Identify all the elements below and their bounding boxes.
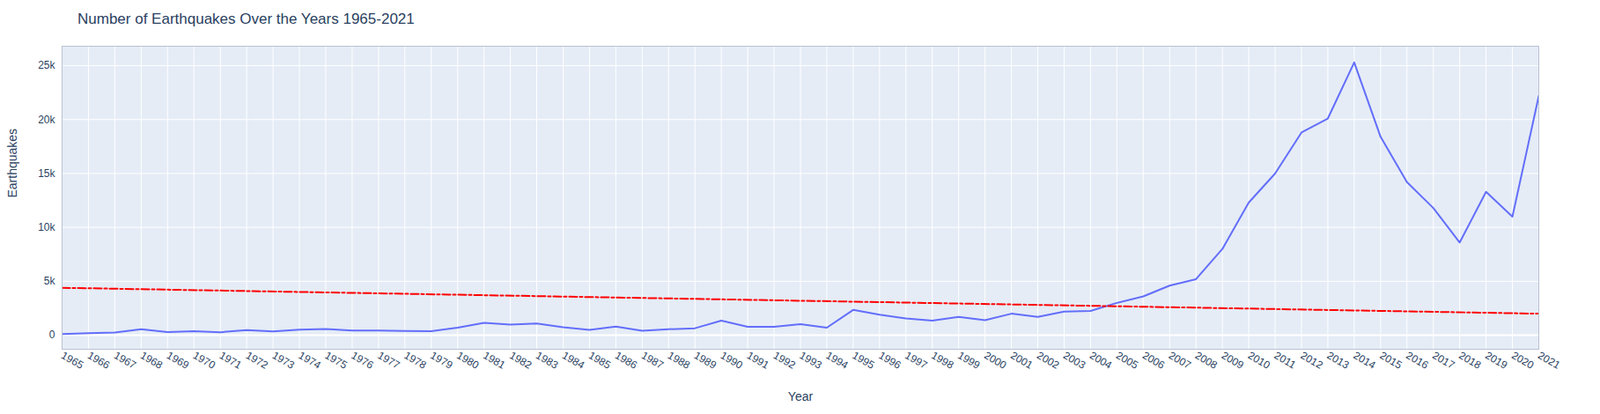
svg-text:1980: 1980 <box>454 348 481 372</box>
svg-text:1974: 1974 <box>296 348 324 372</box>
svg-text:2016: 2016 <box>1403 348 1431 372</box>
svg-text:0: 0 <box>49 328 56 341</box>
svg-text:2000: 2000 <box>981 348 1009 372</box>
svg-text:2002: 2002 <box>1034 348 1062 372</box>
svg-text:Year: Year <box>788 389 814 404</box>
svg-text:1998: 1998 <box>929 348 956 372</box>
svg-text:1979: 1979 <box>427 348 455 372</box>
html-text:Number of Earthquakes Over the: Number of Earthquakes Over the Years 196… <box>77 10 415 28</box>
svg-text:1977: 1977 <box>375 348 402 372</box>
svg-text:2021: 2021 <box>1535 348 1563 372</box>
svg-text:1976: 1976 <box>348 348 376 372</box>
svg-text:1965: 1965 <box>58 348 86 372</box>
svg-text:1986: 1986 <box>612 348 640 372</box>
svg-text:5k: 5k <box>44 274 57 288</box>
svg-text:2014: 2014 <box>1350 348 1378 372</box>
svg-text:2018: 2018 <box>1456 348 1483 372</box>
svg-text:1981: 1981 <box>480 348 508 372</box>
svg-text:15k: 15k <box>37 167 56 180</box>
svg-text:1968: 1968 <box>138 348 165 372</box>
svg-text:2003: 2003 <box>1061 348 1088 372</box>
svg-text:2008: 2008 <box>1193 348 1220 372</box>
svg-text:1982: 1982 <box>507 348 534 372</box>
svg-text:2015: 2015 <box>1377 348 1404 372</box>
svg-text:1987: 1987 <box>639 348 666 372</box>
svg-text:1992: 1992 <box>771 348 798 372</box>
svg-text:2010: 2010 <box>1246 348 1273 372</box>
svg-text:25k: 25k <box>37 58 56 72</box>
svg-text:2011: 2011 <box>1272 348 1299 371</box>
svg-text:2001: 2001 <box>1008 348 1035 372</box>
svg-text:1971: 1971 <box>217 348 244 372</box>
svg-text:1988: 1988 <box>665 348 693 372</box>
svg-text:1975: 1975 <box>323 348 350 372</box>
svg-text:2012: 2012 <box>1298 348 1326 372</box>
svg-text:20k: 20k <box>37 113 56 126</box>
svg-text:Earthquakes: Earthquakes <box>5 128 20 199</box>
svg-text:1969: 1969 <box>164 348 192 372</box>
svg-text:1995: 1995 <box>849 348 877 372</box>
svg-text:2017: 2017 <box>1430 348 1457 372</box>
svg-text:1983: 1983 <box>533 348 561 372</box>
svg-text:1990: 1990 <box>718 348 745 372</box>
svg-text:2009: 2009 <box>1219 348 1247 372</box>
svg-text:1966: 1966 <box>85 348 112 372</box>
svg-text:2007: 2007 <box>1166 348 1194 372</box>
svg-text:2004: 2004 <box>1087 348 1114 372</box>
svg-text:2013: 2013 <box>1325 348 1352 372</box>
svg-text:1984: 1984 <box>560 348 587 372</box>
svg-text:1973: 1973 <box>270 348 297 372</box>
svg-text:1985: 1985 <box>586 348 613 372</box>
svg-text:1978: 1978 <box>401 348 428 372</box>
svg-text:2019: 2019 <box>1482 348 1510 372</box>
svg-text:1991: 1991 <box>744 348 772 372</box>
svg-text:1970: 1970 <box>191 348 218 372</box>
svg-text:1989: 1989 <box>692 348 719 372</box>
svg-text:1994: 1994 <box>824 348 851 372</box>
svg-text:1999: 1999 <box>955 348 982 372</box>
svg-text:1967: 1967 <box>111 348 139 372</box>
svg-text:1996: 1996 <box>876 348 903 372</box>
svg-text:1997: 1997 <box>902 348 930 372</box>
svg-text:10k: 10k <box>37 221 56 234</box>
svg-text:2020: 2020 <box>1509 348 1536 372</box>
svg-text:2005: 2005 <box>1113 348 1141 372</box>
svg-text:1972: 1972 <box>243 348 271 372</box>
svg-text:2006: 2006 <box>1140 348 1167 372</box>
svg-text:1993: 1993 <box>797 348 825 372</box>
